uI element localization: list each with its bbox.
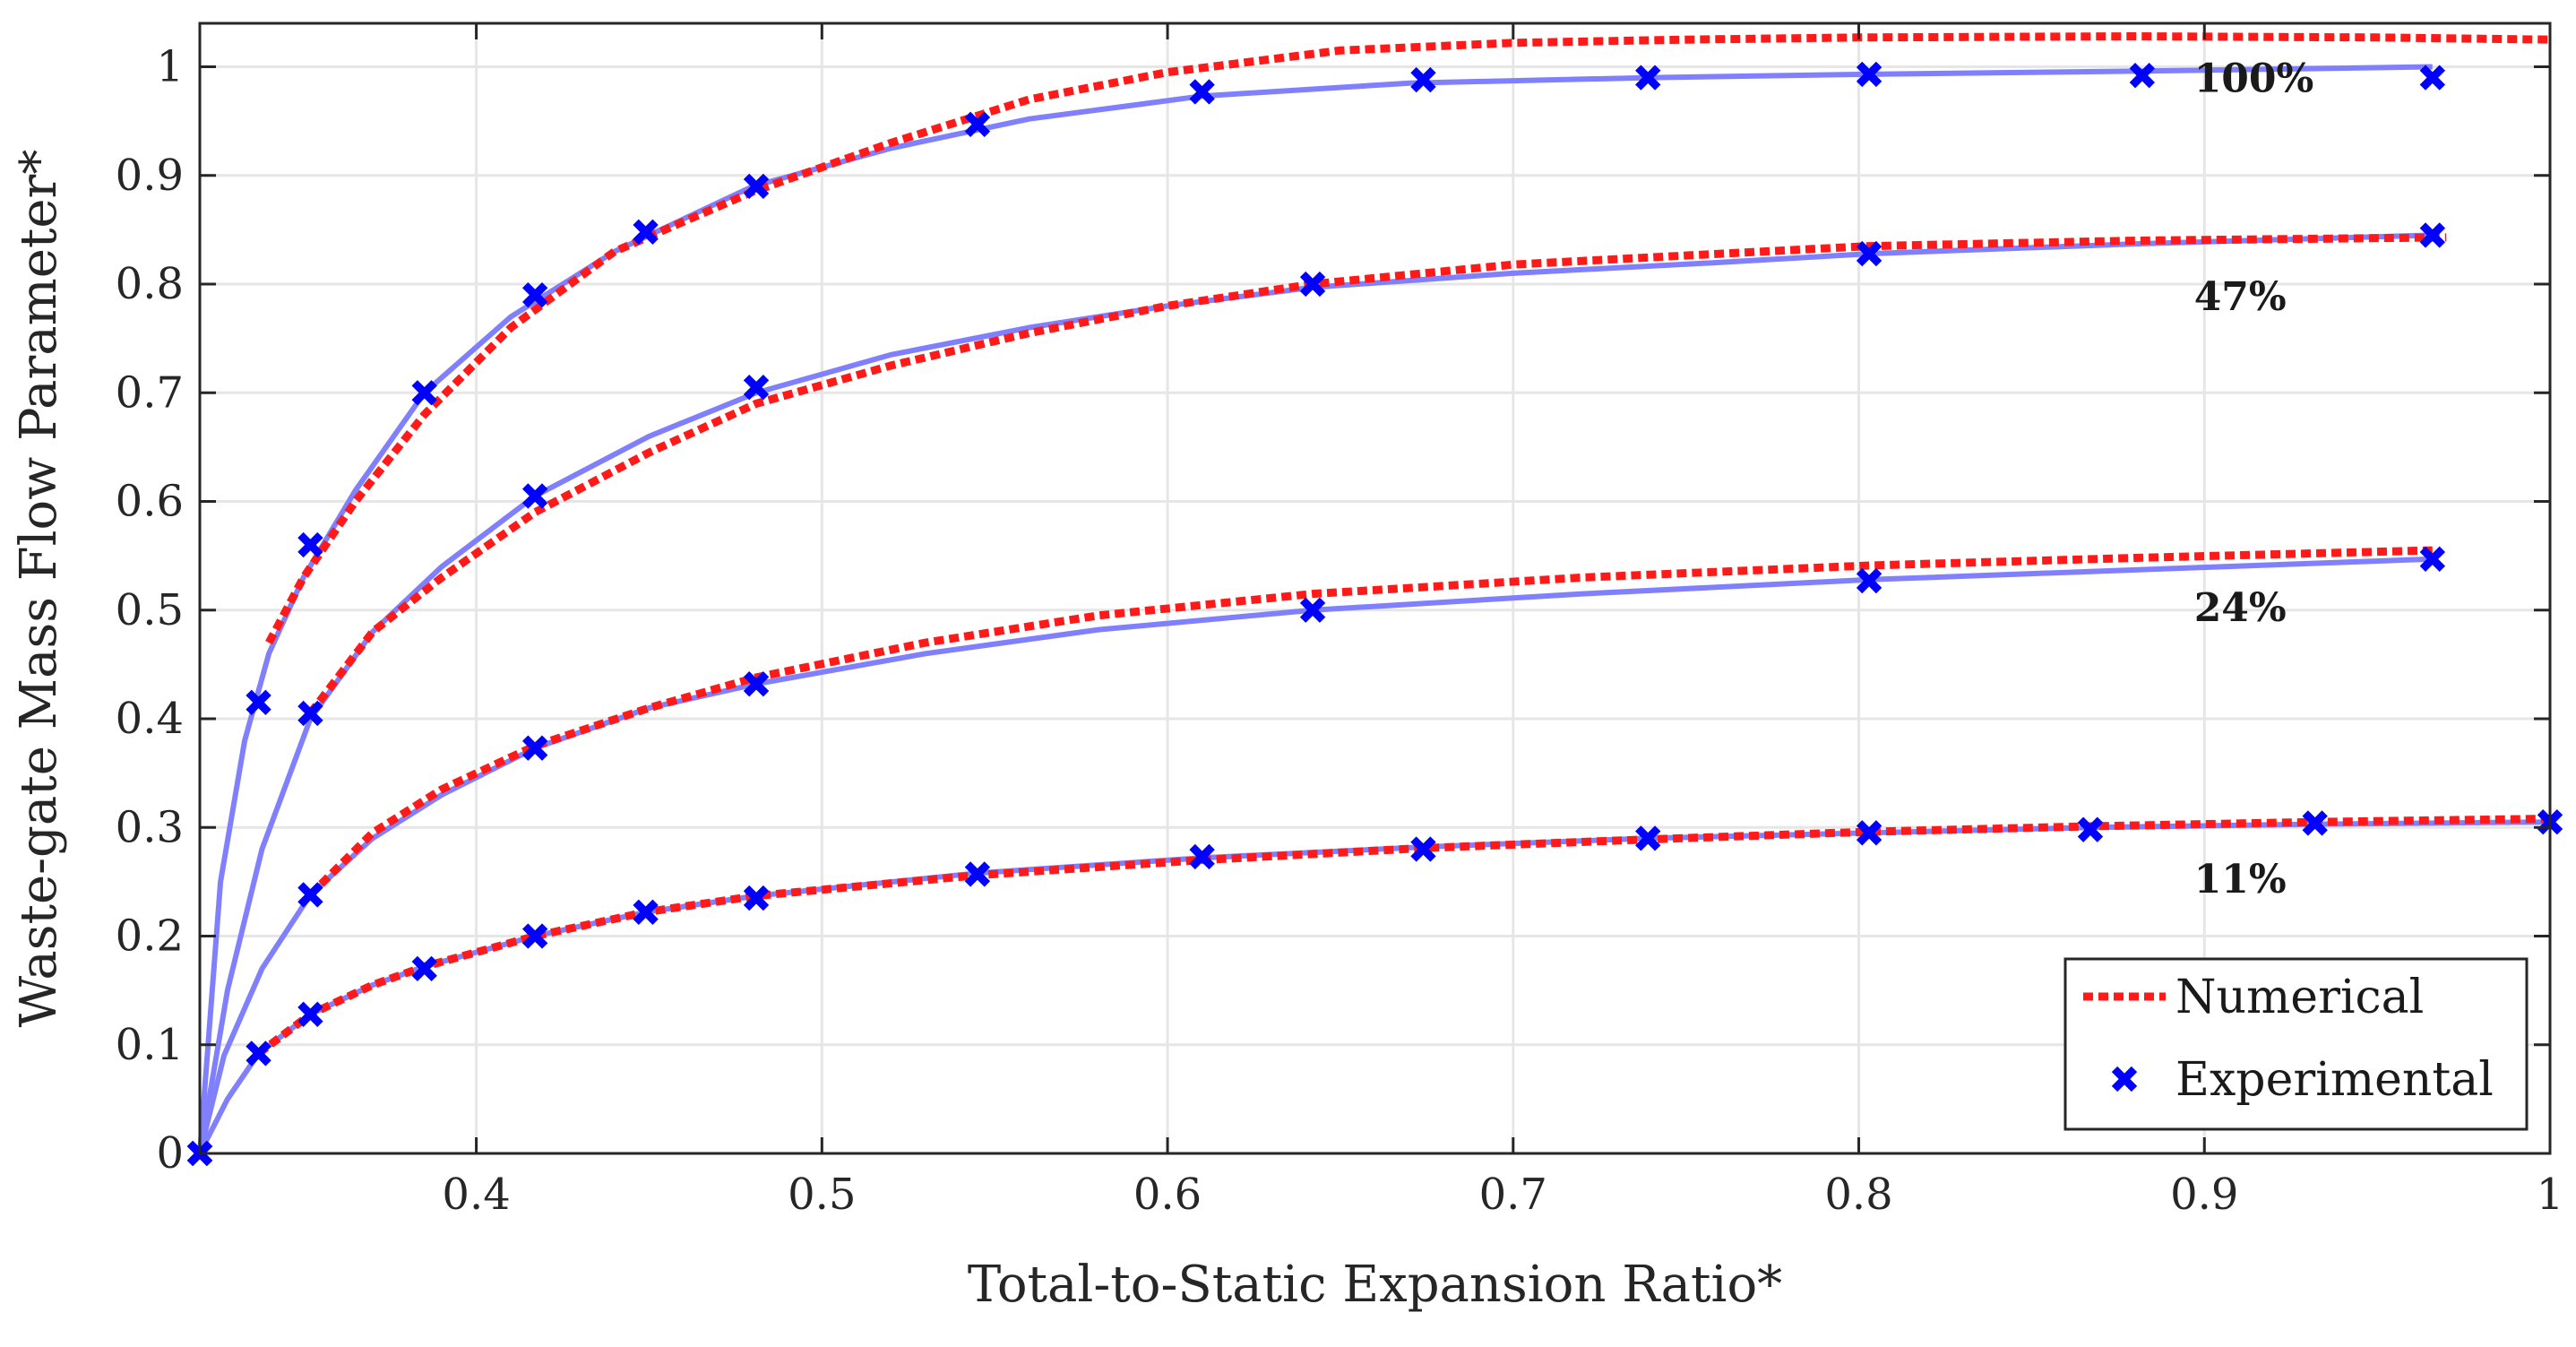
- experimental-point-100pct: [1856, 61, 1882, 88]
- y-tick-label: 0.8: [116, 259, 184, 309]
- legend: Numerical Experimental: [2063, 957, 2529, 1131]
- curve-label-47pct: 47%: [2194, 274, 2287, 320]
- experimental-point-47pct: [297, 700, 323, 727]
- x-tick-label: 1: [2537, 1170, 2564, 1220]
- numerical-curve-24pct: [307, 546, 2433, 898]
- curve-label-11pct: 11%: [2194, 857, 2287, 902]
- y-tick-label: 0.1: [116, 1020, 184, 1070]
- y-axis-title: Waste-gate Mass Flow Parameter*: [10, 150, 68, 1028]
- x-tick-label: 0.7: [1479, 1170, 1547, 1220]
- experimental-point-11pct: [743, 885, 770, 911]
- experimental-point-47pct: [1856, 240, 1882, 267]
- experimental-point-24pct: [1856, 567, 1882, 594]
- y-tick-label: 0: [156, 1128, 184, 1179]
- experimental-point-11pct: [1856, 820, 1882, 846]
- y-tick-label: 0.7: [116, 367, 184, 418]
- numerical-curve-100pct: [265, 31, 2551, 645]
- y-tick-label: 0.9: [116, 151, 184, 201]
- numerical-curve-47pct: [306, 233, 2447, 716]
- experimental-point-11pct: [521, 923, 548, 949]
- experimental-point-100pct: [1635, 65, 1661, 91]
- x-tick-label: 0.5: [788, 1170, 856, 1220]
- legend-numerical-label: Numerical: [2175, 971, 2424, 1024]
- experimental-point-11pct: [2077, 816, 2104, 842]
- experimental-point-100pct: [743, 173, 770, 200]
- fit-curve-100pct: [197, 64, 2433, 1154]
- experimental-point-11pct: [1410, 836, 1436, 862]
- x-tick-label: 0.8: [1824, 1170, 1892, 1220]
- x-tick-label: 0.9: [2170, 1170, 2238, 1220]
- y-tick-label: 0.4: [116, 694, 184, 744]
- experimental-point-100pct: [521, 281, 548, 308]
- x-tick-label: 0.6: [1133, 1170, 1202, 1220]
- legend-experimental-marker: [2111, 1066, 2138, 1092]
- curve-label-24pct: 24%: [2194, 585, 2287, 631]
- ticks: 0.4 0.5 0.6 0.7 0.8 0.9 1 0 0.1 0.2 0.3 0.4 0.5 0.6 0.…: [116, 23, 2564, 1220]
- experimental-point-100pct: [1189, 79, 1215, 105]
- legend-experimental-cross: [2111, 1066, 2138, 1092]
- y-tick-label: 0.2: [116, 911, 184, 962]
- experimental-point-100pct: [964, 111, 991, 137]
- experimental-point-100pct: [411, 380, 437, 406]
- legend-experimental-label: Experimental: [2175, 1053, 2494, 1107]
- experimental-point-100pct: [633, 219, 659, 245]
- experimental-point-24pct: [521, 735, 548, 761]
- experimental-point-11pct: [1189, 843, 1215, 870]
- marker-layer: [186, 61, 2563, 1167]
- experimental-point-100pct: [2419, 65, 2446, 91]
- experimental-point-11pct: [297, 1001, 323, 1027]
- experimental-point-24pct: [2419, 546, 2446, 572]
- x-axis-title: Total-to-Static Expansion Ratio*: [968, 1256, 1782, 1314]
- legend-box: [2063, 957, 2529, 1131]
- experimental-point-100pct: [297, 531, 323, 558]
- plot-frame: [198, 22, 2552, 1155]
- y-tick-label: 0.6: [116, 477, 184, 527]
- curve-labels: 100% 47% 24% 11%: [2194, 56, 2314, 902]
- experimental-point-11pct: [633, 899, 659, 926]
- experimental-point-100pct: [1410, 66, 1436, 93]
- experimental-point-47pct: [2419, 222, 2446, 248]
- experimental-point-11pct: [246, 1040, 271, 1066]
- experimental-point-47pct: [1299, 271, 1326, 298]
- experimental-point-24pct: [743, 671, 770, 697]
- curve-label-100pct: 100%: [2194, 56, 2314, 101]
- y-tick-label: 1: [156, 42, 184, 92]
- experimental-point-11pct: [411, 955, 437, 982]
- experimental-point-11pct: [2302, 810, 2328, 836]
- experimental-point-100pct: [2129, 63, 2156, 89]
- y-tick-label: 0.5: [116, 585, 184, 635]
- fit-curve-47pct: [197, 232, 2433, 1154]
- experimental-point-24pct: [1299, 597, 1326, 623]
- experimental-point-24pct: [297, 882, 323, 908]
- experimental-point-47pct: [521, 483, 548, 509]
- experimental-point-11pct: [1635, 825, 1661, 851]
- x-tick-label: 0.4: [442, 1170, 510, 1220]
- experimental-point-11pct: [964, 861, 991, 887]
- experimental-point-100pct: [246, 689, 271, 715]
- y-tick-label: 0.3: [116, 802, 184, 852]
- experimental-point-47pct: [743, 375, 770, 401]
